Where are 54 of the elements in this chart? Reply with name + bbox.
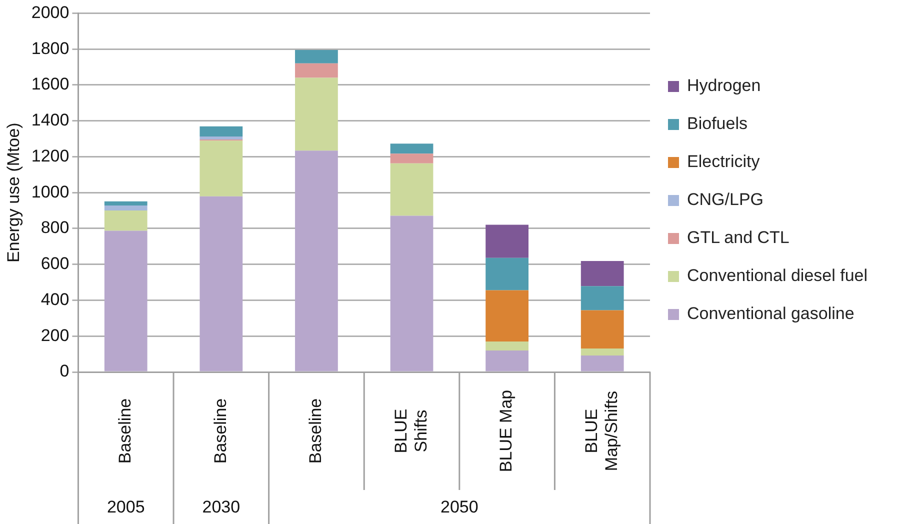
bar bbox=[104, 201, 148, 206]
text: 2030 bbox=[202, 498, 240, 517]
y-tick-label: 1400 bbox=[31, 110, 70, 130]
legend-label: Electricity bbox=[687, 151, 760, 173]
legend-label: Conventional gasoline bbox=[687, 303, 854, 325]
bar bbox=[486, 258, 528, 290]
legend-label: Hydrogen bbox=[687, 75, 761, 97]
legend-label: GTL and CTL bbox=[687, 227, 790, 249]
y-tick-label: 1200 bbox=[31, 146, 70, 166]
x-tick-label: Baseline bbox=[210, 398, 230, 464]
bar bbox=[295, 150, 338, 372]
y-tick-label: 1800 bbox=[31, 38, 70, 58]
text: 2005 bbox=[106, 498, 145, 517]
y-tick-label: 0 bbox=[60, 362, 70, 381]
bar bbox=[390, 216, 434, 372]
legend-label: CNG/LPG bbox=[687, 189, 764, 211]
y-tick-label: 2000 bbox=[31, 2, 70, 22]
bar bbox=[295, 50, 338, 64]
legend-label: Conventional diesel fuel bbox=[687, 265, 868, 287]
bar bbox=[295, 63, 338, 78]
y-tick-label: 200 bbox=[40, 326, 70, 345]
y-tick-label: 600 bbox=[40, 254, 70, 274]
bar bbox=[486, 290, 528, 342]
x-tick-label: BLUE Map bbox=[496, 390, 516, 472]
bar bbox=[580, 355, 624, 372]
y-tick-label: 1600 bbox=[31, 74, 70, 94]
y-axis-title: Energy use (Mtoe) bbox=[4, 122, 23, 263]
y-tick-label: 400 bbox=[40, 290, 70, 309]
bar bbox=[104, 210, 148, 231]
bar bbox=[200, 140, 243, 196]
bar bbox=[390, 163, 434, 216]
x-tick-label: Baseline bbox=[306, 398, 326, 464]
bar bbox=[104, 230, 148, 372]
y-tick-label: 1000 bbox=[31, 182, 70, 202]
bar bbox=[486, 224, 528, 258]
bar bbox=[580, 348, 624, 356]
bar bbox=[580, 286, 624, 310]
bar bbox=[295, 78, 338, 151]
bar bbox=[200, 126, 243, 136]
bar bbox=[580, 260, 624, 286]
bar bbox=[580, 310, 624, 348]
x-tick-label: BLUE Shifts bbox=[391, 408, 430, 454]
text: 2050 bbox=[440, 498, 478, 517]
x-tick-label: BLUE Map/Shifts bbox=[582, 390, 622, 472]
bar bbox=[200, 196, 243, 372]
bar bbox=[390, 144, 434, 154]
bar bbox=[200, 136, 243, 140]
bar bbox=[390, 154, 434, 164]
legend-label: Biofuels bbox=[687, 113, 748, 135]
bar bbox=[104, 206, 148, 211]
x-tick-label: Baseline bbox=[116, 398, 135, 464]
bar bbox=[486, 350, 528, 372]
bar bbox=[486, 342, 528, 350]
y-tick-label: 800 bbox=[40, 218, 70, 238]
